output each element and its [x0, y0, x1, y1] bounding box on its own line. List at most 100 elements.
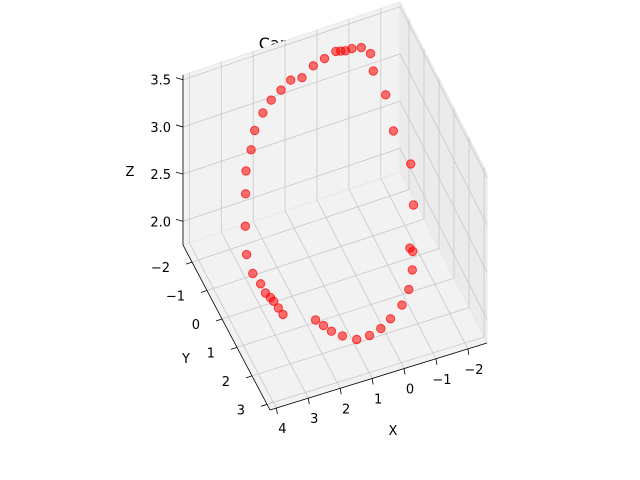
x-tick-label: 0: [406, 383, 414, 398]
camera-position-point: [356, 42, 366, 53]
camera-position-point: [405, 243, 415, 253]
z-gridline-back: [182, 100, 401, 175]
y-tick-label: 1: [207, 346, 215, 361]
y-tick-mark: [245, 375, 253, 379]
camera-position-point: [246, 145, 256, 155]
camera-position-point: [381, 90, 391, 100]
camera-position-point: [404, 284, 414, 295]
camera-position-point: [388, 126, 399, 136]
y-gridline-floor: [266, 336, 485, 405]
y-tick-label: −2: [151, 261, 170, 276]
camera-position-point: [406, 159, 416, 169]
camera-position-point: [407, 265, 417, 275]
z-tick-label: 2.0: [150, 215, 171, 230]
tick-marks: [175, 77, 470, 415]
x-tick-mark: [403, 368, 406, 375]
camera-position-point: [368, 66, 378, 76]
y-tick-mark: [230, 347, 238, 350]
x-axis-line: [269, 342, 488, 411]
camera-position-point: [241, 166, 251, 176]
camera-position-point: [376, 323, 386, 334]
camera-position-point: [365, 48, 376, 59]
camera-position-point: [310, 315, 321, 325]
camera-position-point: [258, 108, 268, 118]
y-tick-label: 2: [222, 375, 230, 390]
z-gridline-side: [399, 53, 488, 226]
z-gridline-back: [182, 53, 401, 128]
z-tick-mark: [175, 171, 184, 175]
camera-position-point: [240, 221, 251, 231]
camera-position-point: [318, 320, 329, 331]
camera-position-point: [352, 334, 362, 345]
z-gridline-back: [182, 6, 401, 81]
z-tick-mark: [175, 124, 184, 128]
x-gridline-floor: [189, 242, 277, 409]
z-axis-label: Z: [126, 165, 135, 180]
y-tick-mark: [185, 261, 193, 265]
x-gridline-floor: [380, 178, 469, 350]
x-tick-mark: [371, 378, 374, 385]
y-axis-label: Y: [181, 352, 190, 367]
camera-position-point: [273, 303, 283, 313]
x-tick-mark: [435, 358, 438, 365]
camera-position-point: [278, 309, 288, 320]
x-tick-label: 3: [310, 412, 318, 427]
x-tick-label: −1: [432, 373, 451, 388]
z-tick-mark: [175, 219, 184, 222]
x-gridline-floor: [220, 231, 309, 399]
x-gridline-floor: [348, 188, 437, 359]
x-tick-label: 1: [374, 393, 382, 408]
camera-position-point: [385, 314, 396, 324]
camera-position-point: [408, 200, 419, 210]
z-gridline-side: [399, 100, 488, 273]
y-tick-label: 0: [192, 318, 200, 333]
x-gridline-floor: [316, 199, 405, 369]
camera-position-point: [331, 46, 341, 57]
y-tick-label: −1: [166, 290, 185, 305]
camera-position-point: [308, 61, 318, 71]
camera-position-point: [326, 326, 337, 336]
camera-position-point: [337, 331, 348, 341]
y-axis-line: [182, 244, 271, 411]
camera-position-point: [255, 279, 266, 289]
camera-position-point: [241, 249, 252, 260]
grid-lines: [182, 6, 488, 409]
x-axis-label: X: [389, 424, 398, 439]
z-tick-label: 3.5: [150, 74, 171, 89]
camera-position-point: [266, 95, 276, 105]
camera-position-point: [250, 125, 260, 136]
camera-position-point: [286, 75, 296, 85]
camera-position-point: [319, 53, 330, 64]
z-tick-label: 3.0: [150, 121, 171, 136]
camera-position-point: [276, 85, 286, 95]
x-gridline-floor: [284, 210, 373, 379]
x-tick-label: 4: [278, 422, 286, 437]
camera-position-point: [297, 73, 307, 83]
camera-position-point: [268, 296, 279, 306]
camera-position-point: [397, 300, 407, 310]
x-gridline-floor: [252, 221, 341, 389]
x-tick-mark: [275, 407, 278, 415]
camera-position-point: [248, 268, 258, 279]
x-tick-mark: [307, 398, 310, 405]
side-pane: [399, 1, 488, 344]
z-gridline-side: [399, 148, 488, 320]
y-gridline-floor: [236, 277, 455, 348]
y-gridline-floor: [191, 189, 410, 263]
camera-position-point: [240, 189, 251, 199]
x-tick-mark: [467, 348, 470, 355]
z-gridline-back: [182, 148, 401, 222]
y-tick-label: 3: [237, 403, 245, 418]
y-tick-mark: [260, 403, 268, 407]
axis-panes: [182, 1, 488, 411]
y-tick-mark: [215, 318, 223, 322]
z-tick-mark: [175, 77, 184, 81]
y-gridline-floor: [221, 248, 440, 320]
y-tick-mark: [200, 290, 208, 293]
data-points: [240, 42, 419, 345]
camera-position-point: [364, 330, 375, 341]
x-tick-label: 2: [342, 402, 350, 417]
